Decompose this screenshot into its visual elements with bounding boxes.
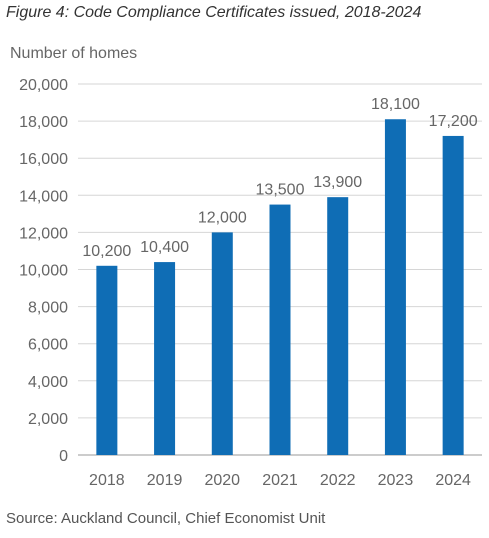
y-tick-label: 12,000 xyxy=(19,225,68,242)
y-axis-label: Number of homes xyxy=(10,45,137,62)
bars xyxy=(96,119,464,456)
y-tick-label: 6,000 xyxy=(28,337,68,354)
bar-2024 xyxy=(442,135,464,455)
data-label-2024: 17,200 xyxy=(429,113,478,130)
bar-2019 xyxy=(154,262,176,455)
source-note: Source: Auckland Council, Chief Economis… xyxy=(6,510,326,527)
y-tick-label: 16,000 xyxy=(19,151,68,168)
x-tick-label-2024: 2024 xyxy=(435,472,471,489)
bar-2020 xyxy=(211,232,233,455)
x-tick-label-2018: 2018 xyxy=(89,472,125,489)
data-label-2020: 12,000 xyxy=(198,209,247,226)
y-tick-label: 10,000 xyxy=(19,263,68,280)
y-tick-label: 8,000 xyxy=(28,300,68,317)
x-tick-label-2019: 2019 xyxy=(147,472,183,489)
x-axis-ticks: 2018 2019 2020 2021 2022 2023 2024 xyxy=(89,472,471,489)
data-label-2019: 10,400 xyxy=(140,239,189,256)
x-tick-label-2022: 2022 xyxy=(320,472,356,489)
data-label-2021: 13,500 xyxy=(256,182,305,199)
data-label-2018: 10,200 xyxy=(82,243,131,260)
x-tick-label-2021: 2021 xyxy=(262,472,298,489)
bar-2023 xyxy=(384,119,406,456)
x-tick-label-2020: 2020 xyxy=(204,472,240,489)
y-tick-label: 4,000 xyxy=(28,374,68,391)
y-tick-label: 0 xyxy=(59,448,68,465)
y-tick-label: 18,000 xyxy=(19,114,68,131)
y-tick-label: 2,000 xyxy=(28,411,68,428)
y-axis-ticks: 0 2,000 4,000 6,000 8,000 10,000 12,000 14,000 1… xyxy=(19,77,68,465)
x-tick-label-2023: 2023 xyxy=(378,472,414,489)
bar-2018 xyxy=(96,265,118,455)
bar-2022 xyxy=(327,197,349,455)
y-tick-label: 14,000 xyxy=(19,188,68,205)
figure-title: Figure 4: Code Compliance Certificates i… xyxy=(6,4,422,21)
data-label-2023: 18,100 xyxy=(371,96,420,113)
y-tick-label: 20,000 xyxy=(19,77,68,94)
data-label-2022: 13,900 xyxy=(313,174,362,191)
data-labels: 10,200 10,400 12,000 13,500 13,900 18,100 17,2… xyxy=(82,96,477,260)
bar-2021 xyxy=(269,204,291,455)
